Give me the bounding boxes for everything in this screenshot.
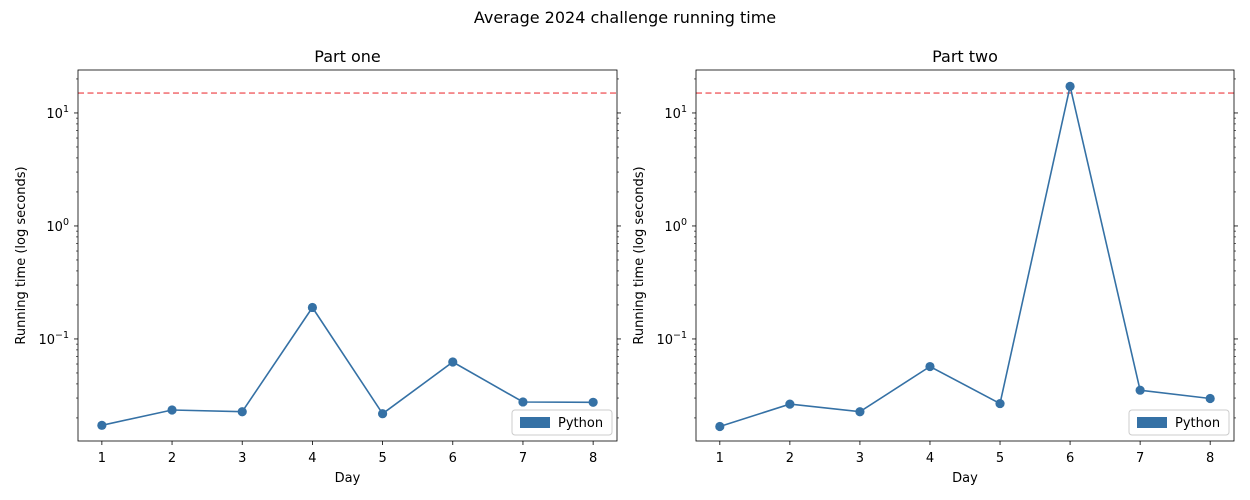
data-point [1205, 393, 1215, 404]
data-point [715, 421, 725, 432]
data-point [518, 397, 528, 407]
minor-ticks [694, 78, 1236, 419]
x-tick-label: 7 [519, 451, 527, 466]
subplot-part-two: 10−1 100 101 1 2 3 4 5 6 7 8 Part two Day Running tim… [632, 47, 1238, 486]
y-tick-label: 10−1 [38, 330, 69, 348]
x-tick-label: 1 [98, 451, 106, 466]
x-tick-label: 4 [926, 451, 934, 466]
data-point [377, 409, 388, 419]
legend-swatch [520, 417, 550, 428]
subplot-part-one: 10−1 100 101 1 2 3 4 5 6 7 8 Part one Day Running tim… [14, 47, 621, 486]
x-tick-label: 2 [786, 451, 794, 466]
data-point [167, 405, 177, 415]
data-point [237, 407, 247, 417]
x-tick-label: 3 [856, 451, 864, 466]
legend: Python [511, 409, 613, 436]
x-tick-label: 5 [996, 451, 1004, 466]
data-point [1135, 385, 1145, 395]
x-tick-label: 3 [238, 451, 246, 466]
axes-frame [695, 69, 1235, 442]
data-point [995, 398, 1005, 409]
legend-label: Python [1175, 416, 1220, 431]
y-axis-label: Running time (log seconds) [632, 166, 647, 344]
x-axis-label: Day [952, 471, 978, 486]
y-tick-label: 100 [664, 217, 687, 235]
x-tick-label: 5 [378, 451, 386, 466]
x-tick-label: 4 [308, 451, 316, 466]
legend-label: Python [558, 416, 603, 431]
data-point [97, 420, 107, 430]
x-axis-label: Day [335, 471, 361, 486]
data-point [448, 357, 458, 367]
x-tick-label: 1 [716, 451, 724, 466]
data-point [785, 399, 795, 409]
y-tick-label: 101 [46, 104, 69, 122]
y-tick-label: 100 [46, 217, 69, 235]
figure-title: Average 2024 challenge running time [473, 8, 777, 27]
y-axis-label: Running time (log seconds) [14, 166, 29, 344]
legend-swatch [1137, 417, 1167, 428]
series-line [101, 306, 594, 427]
subplot-title: Part one [314, 47, 380, 66]
data-point [588, 397, 598, 407]
y-tick-label: 101 [664, 104, 687, 122]
series-line [719, 86, 1211, 428]
legend-box [1128, 409, 1230, 436]
legend: Python [1128, 409, 1230, 436]
x-tick-label: 2 [168, 451, 176, 466]
x-tick-label: 6 [1066, 451, 1074, 466]
legend-box [511, 409, 613, 436]
x-tick-label: 6 [449, 451, 457, 466]
data-point [307, 302, 318, 313]
data-point [855, 407, 865, 417]
axes-frame [77, 69, 618, 442]
data-point [1065, 81, 1075, 91]
data-point [925, 361, 935, 372]
x-tick-label: 7 [1136, 451, 1144, 466]
subplot-title: Part two [932, 47, 998, 66]
x-tick-label: 8 [1206, 451, 1214, 466]
x-tick-label: 8 [589, 451, 597, 466]
y-tick-label: 10−1 [656, 330, 687, 348]
minor-ticks [76, 78, 619, 419]
